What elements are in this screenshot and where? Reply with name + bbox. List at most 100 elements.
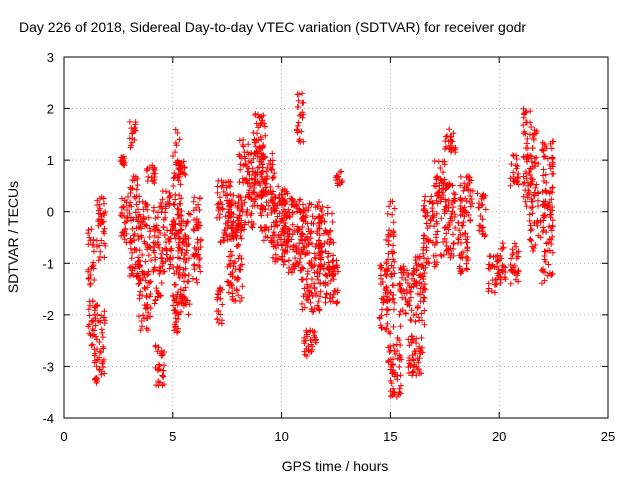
data-point-marker <box>443 185 450 192</box>
data-point-marker <box>142 240 149 247</box>
data-point-marker <box>441 235 448 242</box>
data-point-marker <box>302 351 309 358</box>
data-point-marker <box>316 293 323 300</box>
data-point-marker <box>417 298 424 305</box>
data-point-marker <box>531 160 538 167</box>
data-point-marker <box>91 277 98 284</box>
data-point-marker <box>299 90 306 97</box>
data-point-marker <box>197 268 204 275</box>
data-point-marker <box>258 202 265 209</box>
data-point-marker <box>322 294 329 301</box>
data-point-marker <box>269 150 276 157</box>
data-point-marker <box>528 123 535 130</box>
data-point-marker <box>438 194 445 201</box>
data-point-marker <box>182 294 189 301</box>
data-point-marker <box>191 227 198 234</box>
data-point-marker <box>252 176 259 183</box>
data-point-marker <box>462 236 469 243</box>
data-point-marker <box>155 361 162 368</box>
data-point-marker <box>126 272 133 279</box>
data-point-marker <box>254 164 261 171</box>
data-point-marker <box>179 246 186 253</box>
data-point-marker <box>235 275 242 282</box>
data-point-marker <box>540 217 547 224</box>
data-point-marker <box>258 150 265 157</box>
data-point-marker <box>97 348 104 355</box>
data-point-marker <box>295 104 302 111</box>
data-point-marker <box>545 201 552 208</box>
data-point-marker <box>215 177 222 184</box>
data-point-marker <box>514 272 521 279</box>
data-point-marker <box>390 385 397 392</box>
data-point-marker <box>196 195 203 202</box>
data-point-marker <box>548 241 555 248</box>
data-point-marker <box>527 119 534 126</box>
data-point-marker <box>232 200 239 207</box>
data-point-marker <box>383 306 390 313</box>
data-point-marker <box>476 200 483 207</box>
data-point-marker <box>263 175 270 182</box>
data-point-marker <box>154 367 161 374</box>
data-point-marker <box>152 254 159 261</box>
data-point-marker <box>194 224 201 231</box>
data-point-marker <box>458 268 465 275</box>
data-point-marker <box>271 232 278 239</box>
data-point-marker <box>160 367 167 374</box>
data-point-marker <box>135 206 142 213</box>
data-point-marker <box>252 112 259 119</box>
data-point-marker <box>385 241 392 248</box>
data-point-marker <box>540 147 547 154</box>
data-point-marker <box>322 299 329 306</box>
data-point-marker <box>396 280 403 287</box>
data-point-marker <box>185 311 192 318</box>
data-point-marker <box>273 218 280 225</box>
data-point-marker <box>176 293 183 300</box>
data-point-marker <box>533 154 540 161</box>
data-point-marker <box>171 270 178 277</box>
data-point-marker <box>224 263 231 270</box>
data-point-marker <box>273 244 280 251</box>
data-point-marker <box>162 209 169 216</box>
data-point-marker <box>234 274 241 281</box>
data-point-marker <box>431 223 438 230</box>
data-point-marker <box>185 241 192 248</box>
data-point-marker <box>175 206 182 213</box>
data-point-marker <box>255 137 262 144</box>
data-point-marker <box>421 285 428 292</box>
data-point-marker <box>302 218 309 225</box>
data-point-marker <box>193 215 200 222</box>
data-point-marker <box>455 236 462 243</box>
data-point-marker <box>443 198 450 205</box>
data-point-marker <box>126 210 133 217</box>
data-point-marker <box>235 292 242 299</box>
data-point-marker <box>100 218 107 225</box>
data-point-marker <box>297 196 304 203</box>
data-point-marker <box>268 239 275 246</box>
data-point-marker <box>520 180 527 187</box>
data-point-marker <box>97 254 104 261</box>
data-point-marker <box>264 234 271 241</box>
data-point-marker <box>383 311 390 318</box>
data-point-marker <box>318 262 325 269</box>
data-point-marker <box>322 271 329 278</box>
data-point-marker <box>390 219 397 226</box>
data-point-marker <box>312 255 319 262</box>
data-point-marker <box>235 220 242 227</box>
data-point-marker <box>541 277 548 284</box>
data-point-marker <box>415 261 422 268</box>
data-point-marker <box>234 204 241 211</box>
data-point-marker <box>549 270 556 277</box>
data-point-marker <box>166 200 173 207</box>
data-point-marker <box>450 190 457 197</box>
data-point-marker <box>443 230 450 237</box>
data-point-marker <box>233 243 240 250</box>
data-point-marker <box>529 198 536 205</box>
data-point-marker <box>271 242 278 249</box>
data-point-marker <box>298 264 305 271</box>
data-point-marker <box>548 145 555 152</box>
data-point-marker <box>543 145 550 152</box>
data-point-marker <box>317 217 324 224</box>
data-point-marker <box>101 370 108 377</box>
data-point-marker <box>135 258 142 265</box>
data-point-marker <box>541 153 548 160</box>
